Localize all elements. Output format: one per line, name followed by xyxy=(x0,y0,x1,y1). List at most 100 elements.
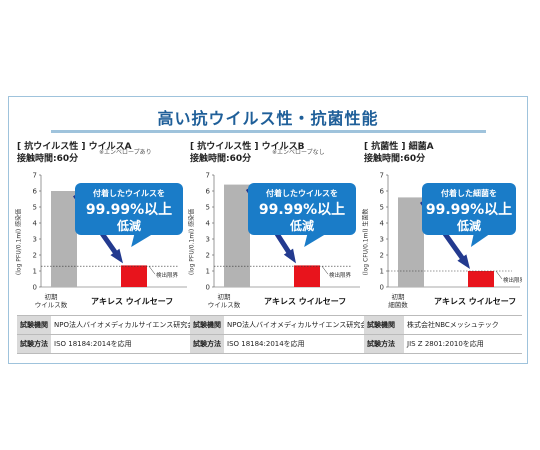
y-tick-label: 5 xyxy=(33,204,37,212)
contact-time: 接触時間:60分 xyxy=(17,154,79,164)
callout-line3: 低減 xyxy=(456,218,481,233)
bar-initial xyxy=(224,184,250,287)
table-key: 試験機関 xyxy=(17,315,51,335)
callout-tail xyxy=(470,234,490,247)
callout-tail xyxy=(304,234,326,247)
panel-bacteria-a: [ 抗菌性 ] 細菌A 接触時間:60分 (log CFU/0.1ml) 生菌数… xyxy=(362,139,522,363)
table-key: 試験方法 xyxy=(17,334,51,354)
table-value: 株式会社NBCメッシュテック xyxy=(404,315,522,335)
y-axis-label: (log PFU/0.1ml) 感染価 xyxy=(15,208,23,276)
x-label-initial-line1: 初期 xyxy=(44,293,58,301)
results-card: 高い抗ウイルス性・抗菌性能 [ 抗ウイルス性 ] ウイルスA 接触時間:60分 … xyxy=(8,96,528,364)
title-underline xyxy=(51,130,486,133)
callout-bubble xyxy=(422,183,516,235)
y-axis-label: (log CFU/0.1ml) 生菌数 xyxy=(362,208,370,276)
table-key: 試験機関 xyxy=(364,315,404,335)
callout-line1: 付着したウイルスを xyxy=(266,188,338,198)
bar-initial xyxy=(51,191,77,287)
page-title: 高い抗ウイルス性・抗菌性能 xyxy=(157,109,379,128)
y-tick-label: 5 xyxy=(380,204,384,212)
y-tick-label: 6 xyxy=(380,188,385,196)
table-row: 試験方法 ISO 18184:2014を応用 xyxy=(190,334,371,354)
detection-limit-leader xyxy=(495,270,503,280)
panel-virus-a: [ 抗ウイルス性 ] ウイルスA 接触時間:60分 ※エンベロープあり (log… xyxy=(15,139,198,363)
test-info-table: 試験機関 株式会社NBCメッシュテック 試験方法 JIS Z 2801:2010を応… xyxy=(364,315,522,354)
callout-line1: 付着したウイルスを xyxy=(93,188,165,198)
table-key: 試験方法 xyxy=(190,334,224,354)
y-tick-label: 4 xyxy=(380,220,385,228)
y-tick-label: 1 xyxy=(33,268,37,276)
bar-product xyxy=(121,265,147,287)
panel-heading: [ 抗ウイルス性 ] ウイルスB xyxy=(190,142,305,152)
bar-product xyxy=(294,265,320,287)
x-label-initial: 初期 細菌数 xyxy=(378,293,418,309)
y-tick-label: 5 xyxy=(206,204,210,212)
y-tick-label: 2 xyxy=(380,252,384,260)
y-tick-label: 3 xyxy=(33,236,37,244)
callout-line3: 低減 xyxy=(289,218,314,233)
x-label-initial-line2: ウイルス数 xyxy=(34,301,68,309)
bar-initial xyxy=(398,197,424,287)
table-row: 試験機関 NPO法人バイオメディカルサイエンス研究会 xyxy=(17,315,198,335)
y-tick-label: 6 xyxy=(206,188,211,196)
contact-time: 接触時間:60分 xyxy=(364,154,426,164)
test-info-table: 試験機関 NPO法人バイオメディカルサイエンス研究会 試験方法 ISO 18184:… xyxy=(17,315,198,354)
callout-line2: 99.99%以上 xyxy=(259,202,345,218)
x-label-initial-line1: 初期 xyxy=(391,293,405,301)
y-axis-label: (log PFU/0.1ml) 感染価 xyxy=(188,208,196,276)
table-row: 試験方法 ISO 18184:2014を応用 xyxy=(17,334,198,354)
table-key: 試験機関 xyxy=(190,315,224,335)
y-tick-label: 0 xyxy=(380,284,384,292)
detection-limit-label: 検出限界 xyxy=(503,276,522,284)
envelope-note: ※エンベロープなし xyxy=(272,149,325,156)
detection-limit-label: 検出限界 xyxy=(156,271,179,279)
panel-virus-b: [ 抗ウイルス性 ] ウイルスB 接触時間:60分 ※エンベロープなし (log… xyxy=(188,139,371,363)
x-label-initial-line1: 初期 xyxy=(217,293,231,301)
x-label-product: アキレス ウイルセーフ xyxy=(264,297,347,306)
callout-line3: 低減 xyxy=(116,218,141,233)
callout-line2: 99.99%以上 xyxy=(86,202,172,218)
x-label-product: アキレス ウイルセーフ xyxy=(434,297,517,306)
table-value: NPO法人バイオメディカルサイエンス研究会 xyxy=(224,315,371,335)
table-row: 試験機関 株式会社NBCメッシュテック xyxy=(364,315,522,335)
callout-bubble xyxy=(248,183,356,235)
panel-heading: [ 抗ウイルス性 ] ウイルスA xyxy=(17,142,132,152)
panel-heading: [ 抗菌性 ] 細菌A xyxy=(364,142,434,152)
table-key: 試験方法 xyxy=(364,334,404,354)
table-row: 試験機関 NPO法人バイオメディカルサイエンス研究会 xyxy=(190,315,371,335)
x-label-initial-line2: 細菌数 xyxy=(388,301,408,309)
table-value: ISO 18184:2014を応用 xyxy=(224,334,371,354)
y-tick-label: 2 xyxy=(206,252,210,260)
y-tick-label: 3 xyxy=(380,236,384,244)
y-tick-label: 6 xyxy=(33,188,38,196)
y-tick-label: 2 xyxy=(33,252,37,260)
bar-product xyxy=(468,271,494,287)
y-tick-label: 7 xyxy=(206,172,210,180)
detection-limit-leader xyxy=(321,266,329,275)
y-tick-label: 1 xyxy=(206,268,210,276)
y-tick-label: 7 xyxy=(380,172,384,180)
table-value: JIS Z 2801:2010を応用 xyxy=(404,334,522,354)
callout-line1: 付着した細菌を xyxy=(441,188,497,198)
x-label-initial-line2: ウイルス数 xyxy=(207,301,241,309)
y-tick-label: 1 xyxy=(380,268,384,276)
x-label-product: アキレス ウイルセーフ xyxy=(91,297,174,306)
envelope-note: ※エンベロープあり xyxy=(99,149,152,156)
y-tick-label: 4 xyxy=(33,220,38,228)
y-tick-label: 4 xyxy=(206,220,211,228)
callout-bubble xyxy=(75,183,183,235)
y-tick-label: 3 xyxy=(206,236,210,244)
y-tick-label: 7 xyxy=(33,172,37,180)
y-tick-label: 0 xyxy=(206,284,210,292)
contact-time: 接触時間:60分 xyxy=(190,154,252,164)
x-label-initial: 初期 ウイルス数 xyxy=(204,293,244,309)
test-info-table: 試験機関 NPO法人バイオメディカルサイエンス研究会 試験方法 ISO 18184:… xyxy=(190,315,371,354)
y-tick-label: 0 xyxy=(33,284,37,292)
table-row: 試験方法 JIS Z 2801:2010を応用 xyxy=(364,334,522,354)
callout-tail xyxy=(131,234,153,247)
detection-limit-label: 検出限界 xyxy=(329,271,352,279)
callout-line2: 99.99%以上 xyxy=(426,202,512,218)
